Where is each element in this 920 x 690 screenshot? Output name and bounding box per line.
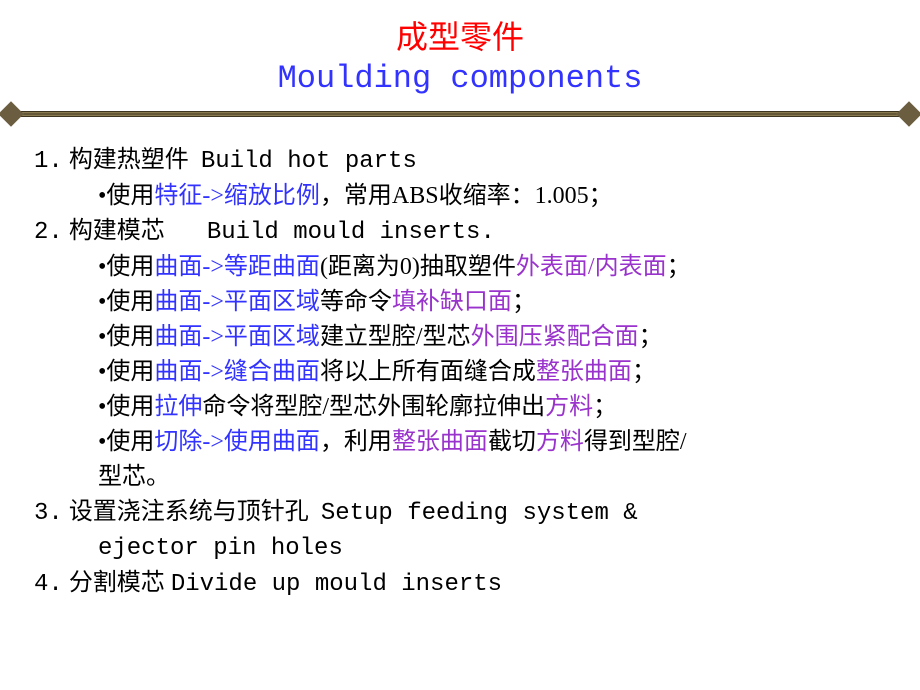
item-2-sub-5-line2-text: 型芯。 <box>98 464 170 490</box>
item-1-cn: 构建热塑件 <box>69 147 189 173</box>
item-1-sub-0-blue: 特征->缩放比例 <box>154 183 320 209</box>
item-2-sub-3-purple: 整张曲面 <box>536 359 632 385</box>
item-2: 2. 构建模芯 Build mould inserts. <box>34 214 890 250</box>
item-2-sub-4-post: ； <box>593 394 617 420</box>
item-2-sub-3-blue: 曲面->缝合曲面 <box>154 359 320 385</box>
item-2-sub-5-purple1: 整张曲面 <box>392 429 488 455</box>
item-3-cn: 设置浇注系统与顶针孔 <box>69 499 309 525</box>
item-2-sub-1-post: ； <box>512 289 536 315</box>
item-2-sub-0-purple: 外表面/内表面 <box>516 254 667 280</box>
item-2-en: Build mould inserts. <box>207 219 495 246</box>
item-2-sub-4-mid: 命令将型腔/型芯外围轮廓拉伸出 <box>202 394 545 420</box>
item-2-sub-5-blue: 切除->使用曲面 <box>154 429 320 455</box>
item-4: 4. 分割模芯 Divide up mould inserts <box>34 566 890 602</box>
item-2-sub-4: •使用拉伸命令将型腔/型芯外围轮廓拉伸出方料； <box>34 390 890 425</box>
item-2-sub-1-mid: 等命令 <box>320 289 392 315</box>
diamond-left-icon <box>0 101 24 126</box>
item-2-sub-0: •使用曲面->等距曲面(距离为0)抽取塑件外表面/内表面； <box>34 250 890 285</box>
title-english: Moulding components <box>0 60 920 97</box>
divider <box>0 105 920 123</box>
item-2-sub-2-mid: 建立型腔/型芯 <box>320 324 471 350</box>
item-2-sub-0-blue: 曲面->等距曲面 <box>154 254 320 280</box>
title-container: 成型零件 Moulding components <box>0 0 920 97</box>
item-2-sub-4-purple: 方料 <box>545 394 593 420</box>
item-2-sub-1-pre: •使用 <box>98 289 154 315</box>
title-chinese: 成型零件 <box>0 12 920 58</box>
item-3: 3. 设置浇注系统与顶针孔 Setup feeding system & <box>34 495 890 531</box>
item-2-sub-2: •使用曲面->平面区域建立型腔/型芯外围压紧配合面； <box>34 320 890 355</box>
item-2-sub-3: •使用曲面->缝合曲面将以上所有面缝合成整张曲面； <box>34 355 890 390</box>
item-2-sub-0-pre: •使用 <box>98 254 154 280</box>
item-2-sub-0-post: ； <box>667 254 691 280</box>
item-2-sub-2-blue: 曲面->平面区域 <box>154 324 320 350</box>
content: 1. 构建热塑件 Build hot parts •使用特征->缩放比例，常用A… <box>0 143 920 602</box>
item-2-sub-2-post: ； <box>639 324 663 350</box>
item-1: 1. 构建热塑件 Build hot parts <box>34 143 890 179</box>
item-2-sub-5-line2: 型芯。 <box>34 460 890 495</box>
item-2-sub-1: •使用曲面->平面区域等命令填补缺口面； <box>34 285 890 320</box>
item-3-en1: Setup feeding system & <box>321 500 638 527</box>
item-2-sub-5-post: 得到型腔/ <box>584 429 687 455</box>
item-4-num: 4. <box>34 571 63 598</box>
divider-line <box>20 111 900 117</box>
item-1-en: Build hot parts <box>201 148 417 175</box>
item-2-sub-2-pre: •使用 <box>98 324 154 350</box>
item-2-sub-2-purple: 外围压紧配合面 <box>471 324 639 350</box>
item-2-sub-3-mid: 将以上所有面缝合成 <box>320 359 536 385</box>
item-2-sub-3-pre: •使用 <box>98 359 154 385</box>
item-1-sub-0: •使用特征->缩放比例，常用ABS收缩率：1.005； <box>34 179 890 214</box>
item-2-sub-1-purple: 填补缺口面 <box>392 289 512 315</box>
item-2-sub-5: •使用切除->使用曲面，利用整张曲面截切方料得到型腔/ <box>34 425 890 460</box>
item-2-sub-5-mid: ，利用 <box>320 429 392 455</box>
item-2-sub-3-post: ； <box>632 359 656 385</box>
diamond-right-icon <box>896 101 920 126</box>
item-3-num: 3. <box>34 500 63 527</box>
item-1-num: 1. <box>34 148 63 175</box>
item-2-sub-1-blue: 曲面->平面区域 <box>154 289 320 315</box>
item-2-num: 2. <box>34 219 63 246</box>
item-2-sub-4-pre: •使用 <box>98 394 154 420</box>
item-4-en: Divide up mould inserts <box>171 571 502 598</box>
item-1-sub-0-pre: •使用 <box>98 183 154 209</box>
item-2-sub-0-mid: (距离为0)抽取塑件 <box>320 254 516 280</box>
item-2-sub-5-mid2: 截切 <box>488 429 536 455</box>
item-2-cn: 构建模芯 <box>69 218 165 244</box>
item-2-sub-5-pre: •使用 <box>98 429 154 455</box>
item-2-sub-4-blue: 拉伸 <box>154 394 202 420</box>
item-1-sub-0-post: ，常用ABS收缩率：1.005； <box>320 183 613 209</box>
item-4-cn: 分割模芯 <box>69 570 165 596</box>
item-2-sub-5-purple2: 方料 <box>536 429 584 455</box>
item-3-en2: ejector pin holes <box>34 531 890 566</box>
